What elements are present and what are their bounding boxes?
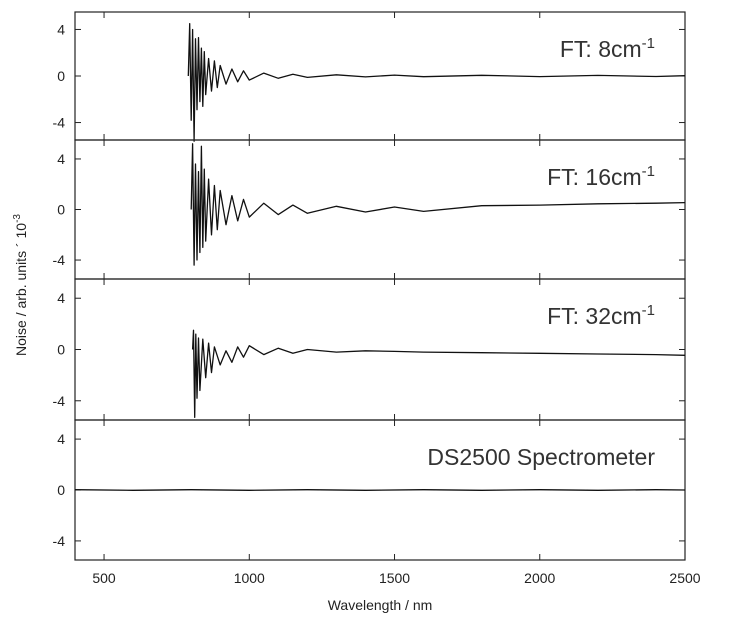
y-tick-label: 0	[57, 482, 65, 498]
series-line	[191, 329, 686, 419]
y-tick-label: 0	[57, 202, 65, 218]
panel-label: FT: 8cm-1	[560, 35, 655, 62]
panel-label: FT: 16cm-1	[547, 163, 655, 190]
panel-4: 4 0 -4 DS2500 Spectrometer	[53, 419, 686, 561]
y-tick-label: -4	[53, 393, 66, 409]
panel-frame	[74, 278, 686, 421]
x-tick-label: 500	[92, 570, 116, 586]
panel-1: 4 0 -4 FT: 8cm-1	[53, 11, 686, 142]
x-tick-label: 1000	[234, 570, 265, 586]
y-tick-label: 0	[57, 342, 65, 358]
series-line	[190, 143, 686, 266]
y-tick-label: 0	[57, 68, 65, 84]
y-tick-label: -4	[53, 533, 66, 549]
panel-label: FT: 32cm-1	[547, 302, 655, 329]
y-tick-label: 4	[57, 21, 65, 37]
series-line	[74, 489, 686, 491]
x-tick-label: 2000	[524, 570, 555, 586]
y-tick-label: -4	[53, 115, 66, 131]
y-tick-label: 4	[57, 290, 65, 306]
series-line	[187, 22, 686, 142]
panel-label: DS2500 Spectrometer	[427, 444, 655, 470]
y-axis-title: Noise / arb. units ´ 10-3	[12, 214, 29, 356]
y-tick-label: 4	[57, 431, 65, 447]
x-tick-label: 1500	[379, 570, 410, 586]
panel-3: 4 0 -4 FT: 32cm-1	[53, 278, 686, 421]
panel-2: 4 0 -4 FT: 16cm-1	[53, 139, 686, 280]
y-tick-label: 4	[57, 151, 65, 167]
y-tick-label: -4	[53, 252, 66, 268]
x-axis-title: Wavelength / nm	[328, 597, 433, 613]
x-tick-label: 2500	[669, 570, 700, 586]
